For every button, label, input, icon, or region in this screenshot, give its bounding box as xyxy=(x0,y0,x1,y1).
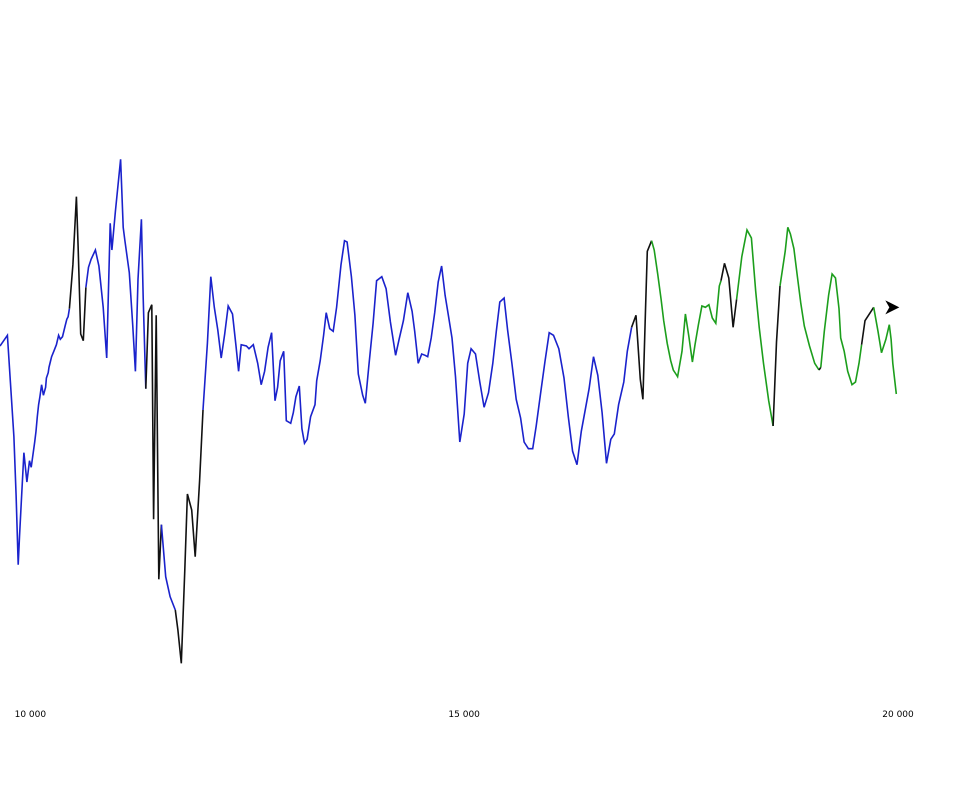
series-segment-black xyxy=(68,196,87,341)
series-segment-blue xyxy=(0,308,71,565)
x-tick-label: 15 000 xyxy=(448,710,480,720)
series-segment-blue xyxy=(202,239,633,465)
series-segment-black xyxy=(720,263,738,328)
x-tick-label: 10 000 xyxy=(15,710,47,720)
series-segment-black xyxy=(630,240,653,400)
x-axis-ticks: 10 000 15 000 20 000 xyxy=(15,710,914,720)
series-segment-green xyxy=(650,240,722,379)
series-segment-black xyxy=(860,306,875,345)
series-segment-black xyxy=(818,366,822,371)
series-segment-blue xyxy=(160,524,177,611)
series-segment-green xyxy=(779,227,820,371)
series-segment-green xyxy=(872,307,898,395)
series-layer xyxy=(0,159,898,664)
series-segment-green xyxy=(735,227,774,427)
series-segment-black xyxy=(772,285,781,427)
series-segment-blue xyxy=(85,159,147,389)
series-segment-green xyxy=(820,272,863,387)
series-segment-black xyxy=(174,409,204,664)
end-marker-icon xyxy=(885,300,900,315)
series-segment-black xyxy=(145,304,163,580)
marker-layer xyxy=(885,300,900,315)
x-tick-label: 20 000 xyxy=(882,710,914,720)
